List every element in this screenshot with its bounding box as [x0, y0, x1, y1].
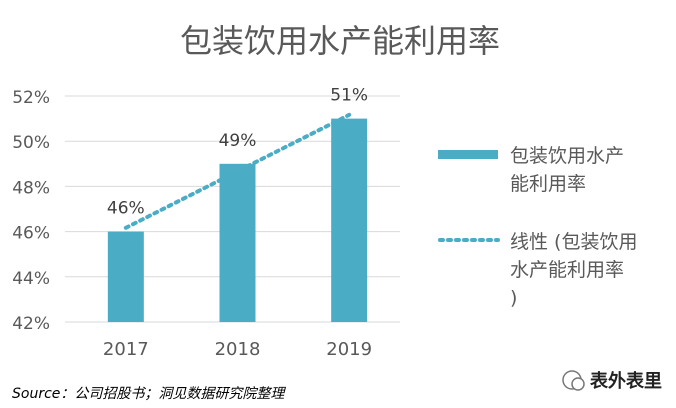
bars: [107, 118, 368, 322]
x-tick-label: 2017: [103, 339, 149, 360]
bar: [219, 163, 256, 322]
bar: [107, 231, 144, 322]
data-label: 46%: [107, 199, 145, 219]
trendline-path: [123, 112, 352, 230]
legend-trend-label: 线性 (包装饮用 水产能利用率 ): [510, 231, 644, 309]
x-axis: 2017 2018 2019: [103, 339, 372, 360]
legend-bar-label: 包装饮用水产 能利用率: [510, 145, 630, 195]
watermark: 表外表里: [562, 370, 662, 392]
watermark-text: 表外表里: [590, 370, 662, 392]
y-tick-label: 52%: [12, 88, 50, 108]
y-tick-label: 48%: [12, 178, 50, 198]
wechat-icon-inner: [571, 377, 585, 391]
bar: [331, 118, 368, 322]
source-note: Source：公司招股书；洞见数据研究院整理: [12, 386, 286, 402]
x-tick-label: 2019: [326, 339, 372, 360]
y-tick-label: 46%: [12, 224, 50, 244]
data-label: 51%: [330, 86, 368, 106]
legend-bar-swatch: [438, 150, 498, 159]
data-label: 49%: [219, 131, 257, 151]
x-tick-label: 2018: [215, 339, 261, 360]
y-axis: 42% 44% 46% 48% 50% 52%: [12, 88, 50, 334]
y-tick-label: 50%: [12, 133, 50, 153]
chart-title: 包装饮用水产能利用率: [180, 22, 500, 60]
y-tick-label: 44%: [12, 269, 50, 289]
legend: 包装饮用水产 能利用率 线性 (包装饮用 水产能利用率 ): [438, 145, 644, 309]
data-labels: 46% 49% 51%: [107, 86, 368, 219]
y-tick-label: 42%: [12, 314, 50, 334]
trendline: [123, 112, 352, 230]
